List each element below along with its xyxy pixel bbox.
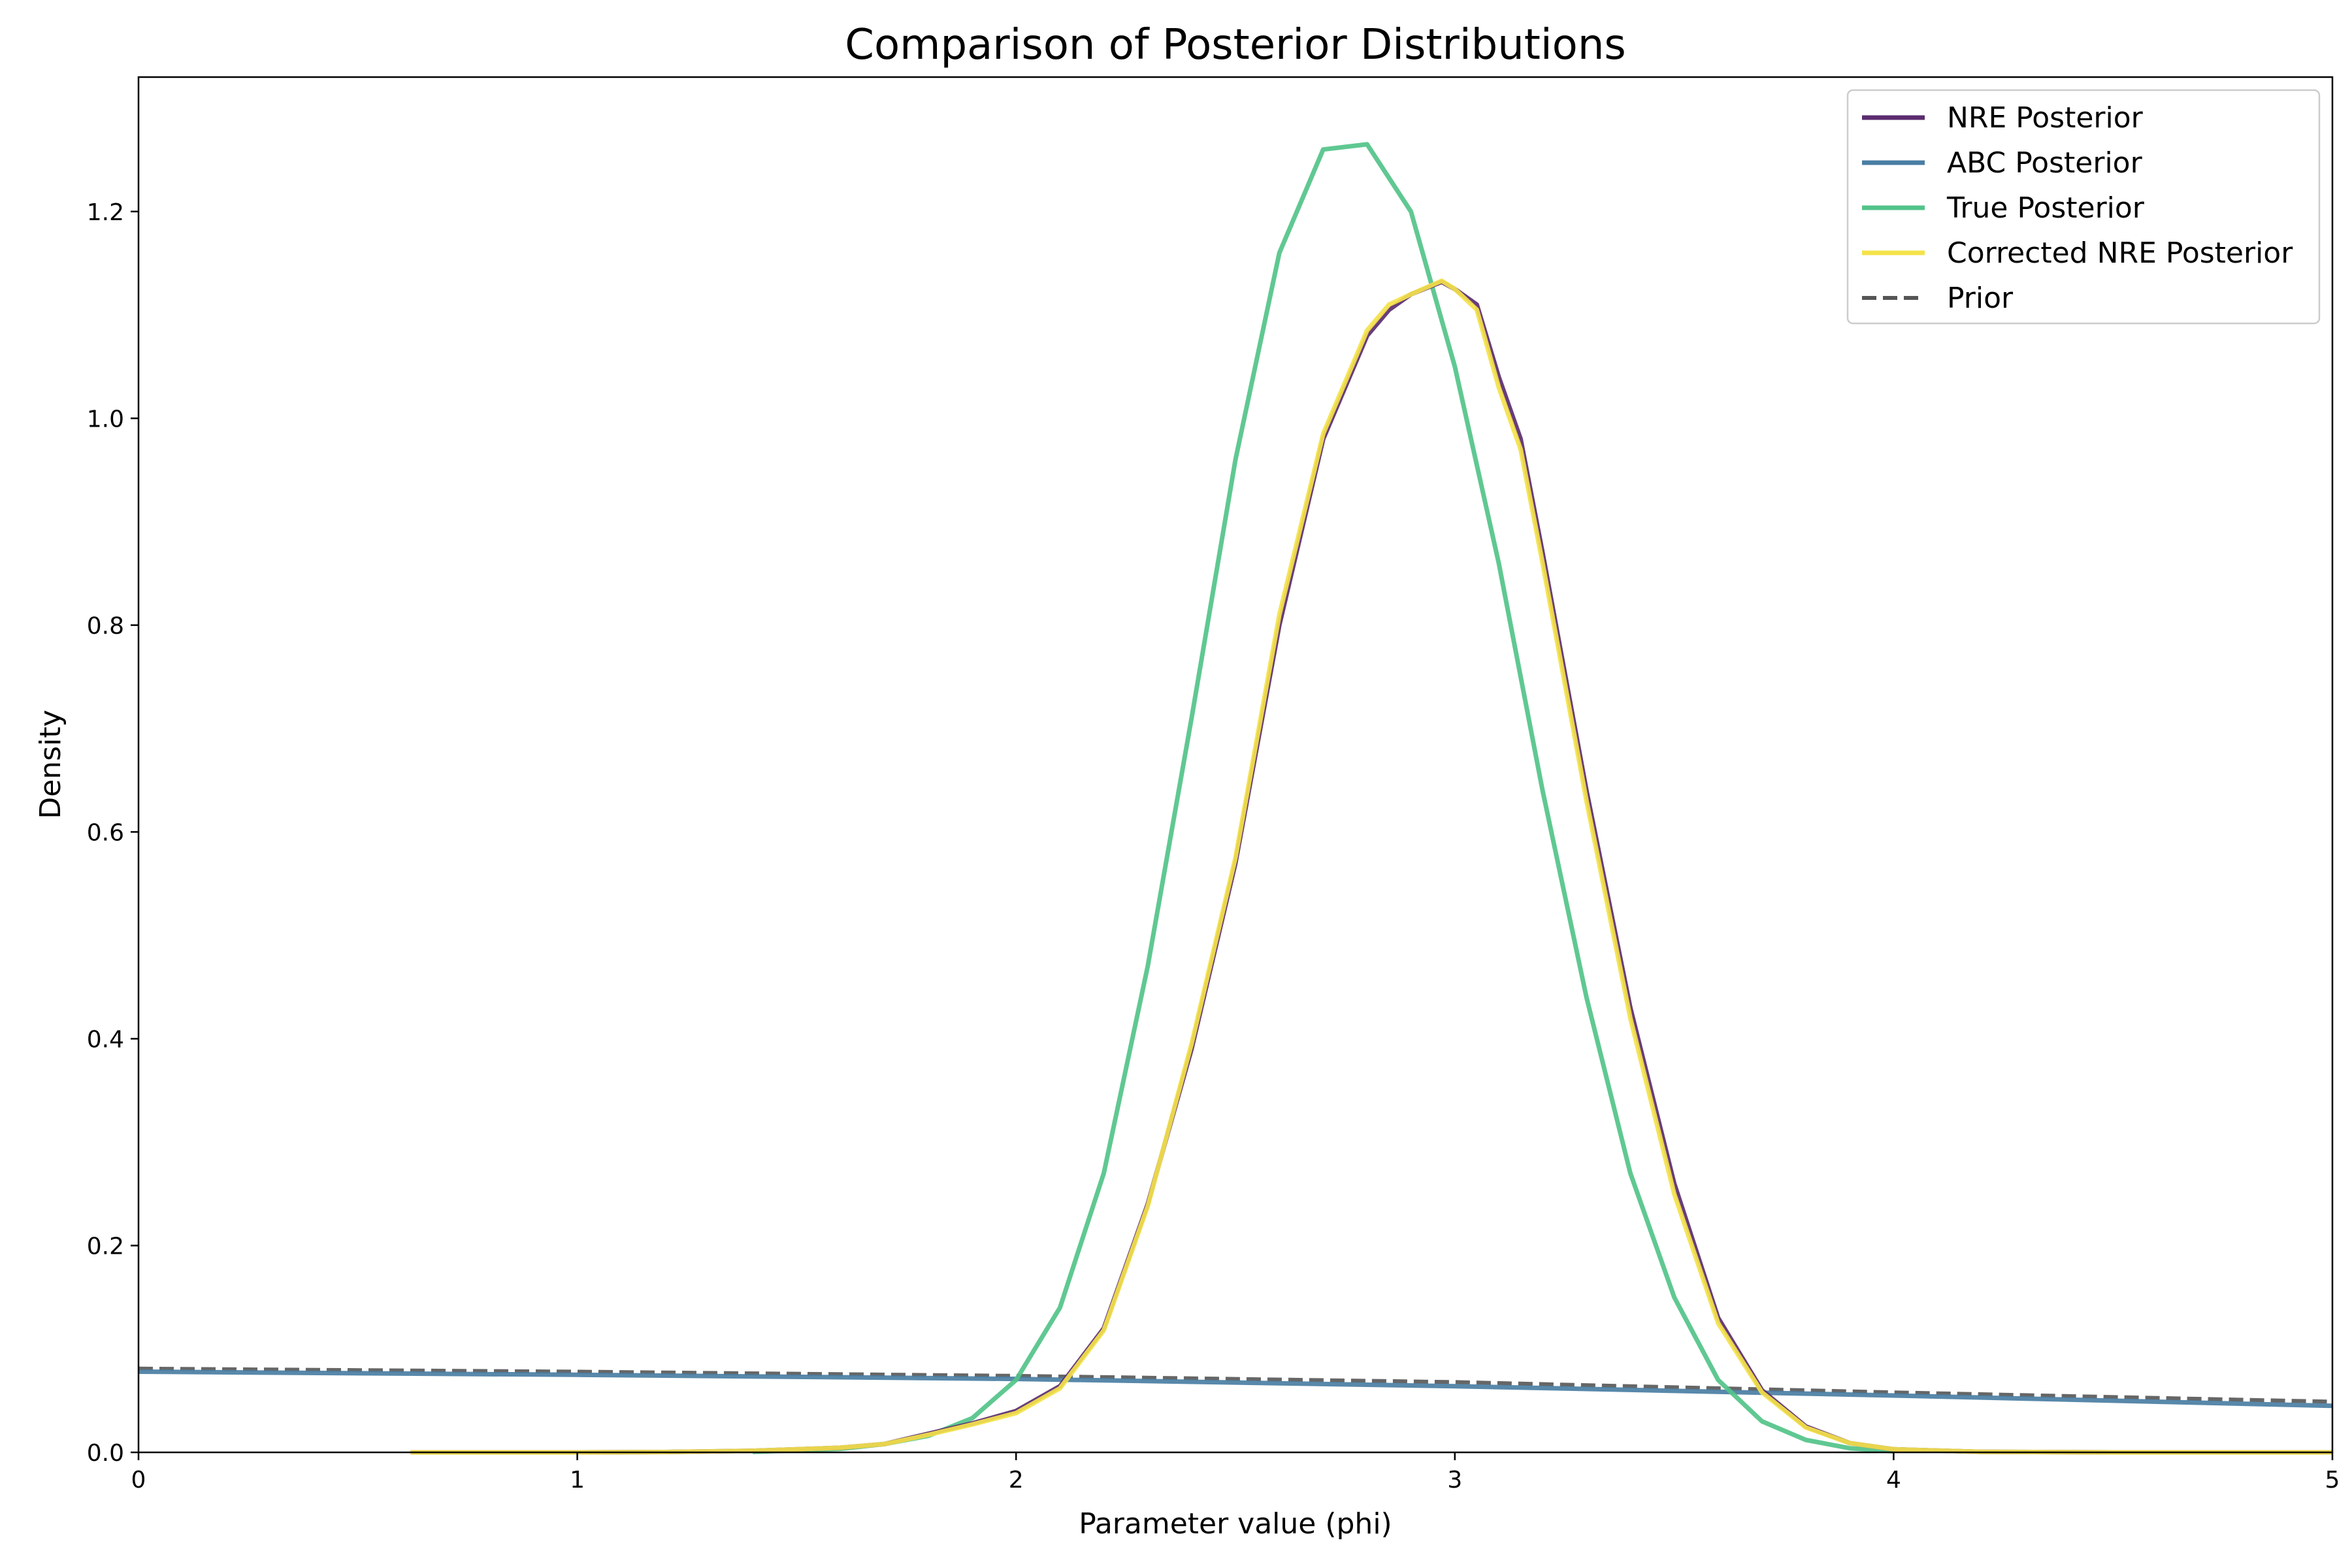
y-tick-label-1: 0.2 <box>87 1233 124 1260</box>
legend-label-4: Prior <box>1947 282 2014 315</box>
x-axis-label: Parameter value (phi) <box>1079 1507 1392 1541</box>
y-tick-label-5: 1.0 <box>87 406 124 433</box>
series-line-prior <box>138 1366 2333 1404</box>
legend-label-3: Corrected NRE Posterior <box>1947 237 2293 270</box>
x-tick-label-4: 4 <box>1886 1467 1901 1494</box>
y-axis-label: Density <box>34 710 67 819</box>
series-line-abc-posterior <box>138 1369 2333 1409</box>
plot-frame <box>137 76 2334 1454</box>
x-tick-label-2: 2 <box>1009 1467 1024 1494</box>
x-tick-label-1: 1 <box>570 1467 585 1494</box>
y-tick-label-4: 0.8 <box>87 613 124 640</box>
x-tick-label-5: 5 <box>2325 1467 2340 1494</box>
legend-label-2: True Posterior <box>1946 191 2145 225</box>
legend-frame <box>1846 89 2321 325</box>
x-tick-label-3: 3 <box>1447 1467 1462 1494</box>
series-line-corrected-nre-posterior <box>410 278 2332 1455</box>
x-tick-label-0: 0 <box>131 1467 146 1494</box>
series-line-true-posterior <box>753 142 1894 1454</box>
legend-label-0: NRE Posterior <box>1947 101 2144 135</box>
legend: NRE Posterior ABC Posterior True Posterior… <box>1846 89 2321 325</box>
chart-title: Comparison of Posterior Distributions <box>845 21 1625 69</box>
y-tick-label-6: 1.2 <box>87 199 124 226</box>
y-tick-label-3: 0.6 <box>87 819 124 846</box>
legend-label-1: ABC Posterior <box>1947 146 2143 180</box>
ticks-layer: 0 1 2 3 4 5 0.0 0.2 0.4 0.6 0.8 1.0 1.2 <box>87 199 2340 1494</box>
y-tick-label-2: 0.4 <box>87 1026 124 1053</box>
series-layer <box>138 142 2333 1455</box>
y-tick-label-0: 0.0 <box>87 1440 124 1467</box>
